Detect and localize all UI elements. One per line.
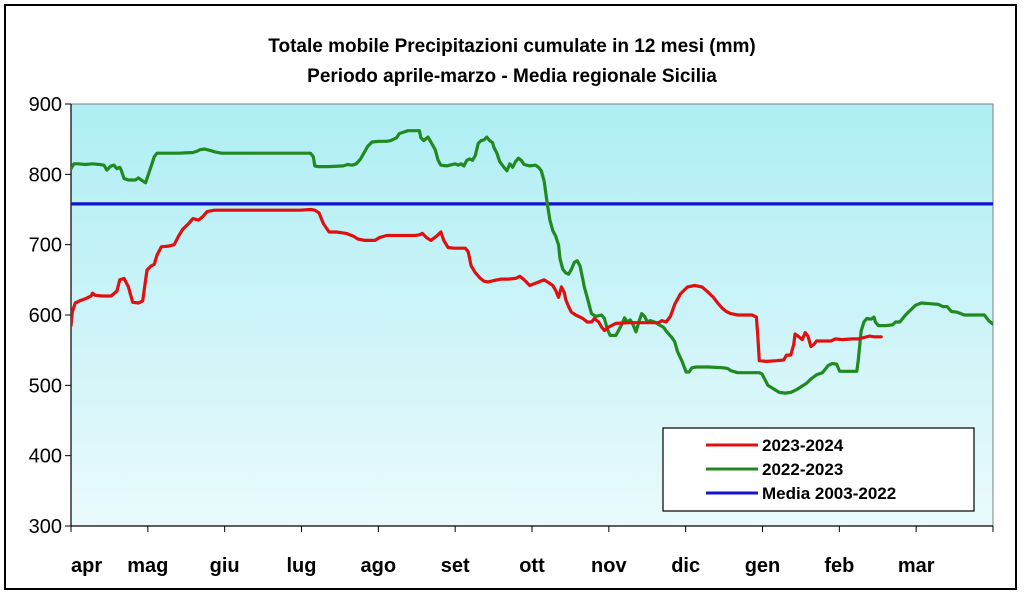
x-tick-label-dic: dic bbox=[671, 555, 700, 577]
chart-frame: Totale mobile Precipitazioni cumulate in… bbox=[4, 4, 1017, 590]
chart-subtitle: Periodo aprile-marzo - Media regionale S… bbox=[307, 66, 717, 87]
x-tick-label-apr: apr bbox=[71, 555, 102, 577]
x-tick-label-mar: mar bbox=[898, 555, 935, 577]
x-tick-label-nov: nov bbox=[591, 555, 627, 577]
y-axis: 300 400 500 600 700 800 900 bbox=[29, 94, 72, 538]
legend-label-2022-2023: 2022-2023 bbox=[762, 460, 843, 479]
x-tick-label-ago: ago bbox=[361, 555, 397, 577]
y-tick-label-600: 600 bbox=[29, 305, 62, 327]
y-tick-label-500: 500 bbox=[29, 375, 62, 397]
x-tick-label-gen: gen bbox=[745, 555, 781, 577]
x-tick-label-feb: feb bbox=[824, 555, 854, 577]
x-axis: apr mag giu lug ago set ott nov dic gen feb mar bbox=[70, 525, 994, 577]
y-tick-label-900: 900 bbox=[29, 94, 62, 116]
legend: 2023-2024 2022-2023 Media 2003-2022 bbox=[662, 427, 975, 512]
y-tick-label-700: 700 bbox=[29, 235, 62, 257]
y-tick-label-800: 800 bbox=[29, 164, 62, 186]
y-tick-label-300: 300 bbox=[29, 516, 62, 538]
series-layer bbox=[71, 129, 993, 395]
x-tick-label-set: set bbox=[441, 555, 470, 577]
series-line-2023-2024 bbox=[71, 207, 883, 363]
x-tick-label-mag: mag bbox=[127, 555, 168, 577]
y-tick-label-400: 400 bbox=[29, 446, 62, 468]
chart-title: Totale mobile Precipitazioni cumulate in… bbox=[268, 36, 755, 57]
legend-label-media: Media 2003-2022 bbox=[762, 484, 896, 503]
x-tick-label-ott: ott bbox=[519, 555, 545, 577]
chart-svg: Totale mobile Precipitazioni cumulate in… bbox=[29, 36, 994, 577]
legend-label-2023-2024: 2023-2024 bbox=[762, 436, 844, 455]
x-tick-label-giu: giu bbox=[210, 555, 240, 577]
series-line-2022-2023 bbox=[71, 129, 993, 395]
x-tick-label-lug: lug bbox=[287, 555, 317, 577]
